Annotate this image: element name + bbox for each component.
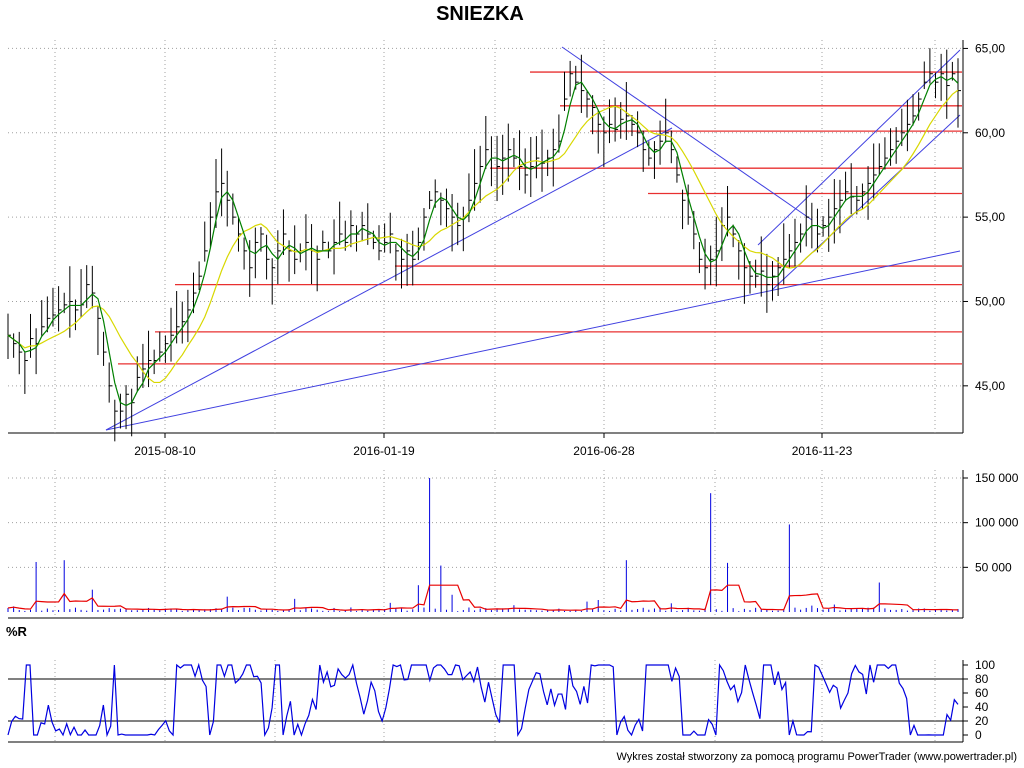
trend-line bbox=[105, 250, 961, 431]
price-x-tick-label: 2016-11-23 bbox=[792, 444, 853, 458]
long-moving-average bbox=[7, 89, 959, 384]
williams-r-line bbox=[7, 662, 959, 738]
footer-credit: Wykres został stworzony za pomocą progra… bbox=[616, 751, 1017, 763]
short-moving-average bbox=[7, 75, 959, 407]
volume-y-tick-label: 100 000 bbox=[975, 516, 1019, 530]
moving-averages bbox=[7, 75, 959, 407]
wr-y-tick-label: 60 bbox=[975, 686, 989, 700]
price-y-tick-label: 45,00 bbox=[975, 379, 1005, 393]
price-x-tick-label: 2016-06-28 bbox=[573, 444, 635, 458]
volume-y-tick-label: 50 000 bbox=[975, 560, 1012, 574]
price-y-tick-label: 50,00 bbox=[975, 294, 1005, 308]
price-y-ticks: 45,00 50,00 55,00 60,00 65,00 bbox=[963, 41, 1005, 393]
support-resistance-lines bbox=[118, 71, 962, 365]
trend-line bbox=[561, 46, 813, 221]
volume-grid bbox=[8, 470, 963, 618]
price-y-tick-label: 65,00 bbox=[975, 41, 1005, 55]
price-grid bbox=[8, 40, 963, 433]
chart-title: SNIEZKA bbox=[436, 3, 524, 25]
price-y-tick-label: 55,00 bbox=[975, 210, 1005, 224]
wr-y-tick-label: 0 bbox=[975, 728, 982, 742]
price-bars bbox=[7, 48, 961, 442]
price-x-tick-label: 2016-01-19 bbox=[353, 444, 415, 458]
price-x-ticks: 2015-08-10 2016-01-19 2016-06-28 2016-11-23 bbox=[134, 433, 853, 458]
volume-y-tick-label: 150 000 bbox=[975, 471, 1019, 485]
wr-y-tick-label: 20 bbox=[975, 714, 989, 728]
wr-y-tick-label: 100 bbox=[975, 658, 995, 672]
volume-panel: 50 000 100 000 150 000 bbox=[7, 470, 1019, 619]
price-panel: 45,00 50,00 55,00 60,00 65,00 2015-08-10 2016… bbox=[7, 40, 1005, 458]
wr-y-tick-label: 40 bbox=[975, 700, 989, 714]
trend-line bbox=[105, 127, 673, 431]
trend-lines bbox=[105, 46, 961, 431]
price-y-tick-label: 60,00 bbox=[975, 126, 1005, 140]
wr-y-tick-label: 80 bbox=[975, 672, 989, 686]
volume-ma-line bbox=[7, 584, 959, 611]
williams-r-label: %R bbox=[6, 624, 28, 639]
price-x-tick-label: 2015-08-10 bbox=[134, 444, 196, 458]
volume-bars bbox=[7, 478, 959, 612]
volume-y-ticks: 50 000 100 000 150 000 bbox=[963, 471, 1019, 574]
